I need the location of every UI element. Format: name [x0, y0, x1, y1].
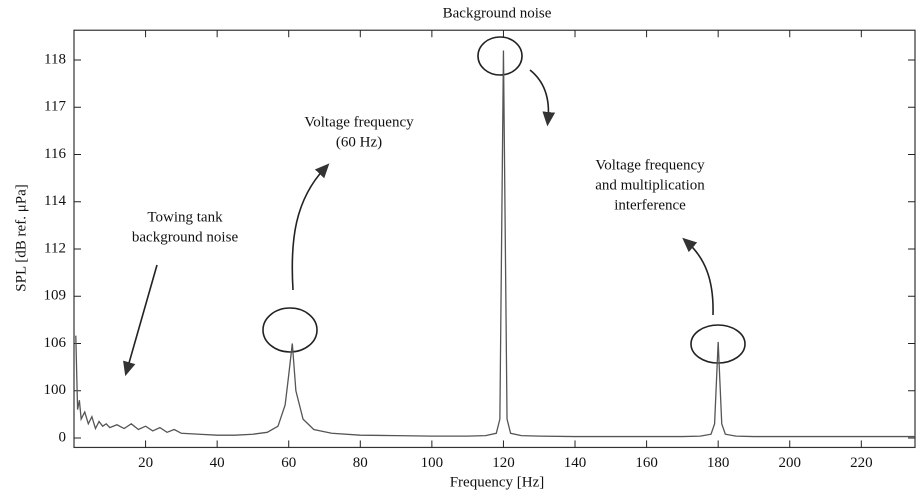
plot-frame — [73, 29, 916, 449]
y-tick-label: 112 — [44, 240, 66, 256]
annotation: Voltage frequency — [595, 157, 705, 173]
x-tick-label: 40 — [210, 455, 225, 471]
arrow — [291, 163, 330, 291]
annotation: (60 Hz) — [336, 134, 382, 150]
annotation: background noise — [132, 229, 239, 245]
y-tick-label: 118 — [44, 51, 66, 67]
x-tick-label: 200 — [778, 455, 801, 471]
x-tick-label: 120 — [492, 455, 515, 471]
ellipse — [690, 324, 746, 364]
y-tick-label: 116 — [44, 146, 66, 162]
annotation: interference — [614, 197, 686, 213]
y-tick-label: 117 — [44, 99, 66, 115]
x-tick-label: 180 — [707, 455, 730, 471]
annotation: Voltage frequency — [304, 114, 414, 130]
x-tick-label: 100 — [421, 455, 444, 471]
arrow — [529, 69, 556, 127]
x-tick-label: 60 — [281, 455, 296, 471]
arrow — [682, 237, 714, 316]
x-tick-label: 220 — [850, 455, 873, 471]
x-axis-label: Frequency [Hz] — [450, 474, 545, 490]
ellipse — [477, 36, 523, 76]
y-tick-label: 109 — [44, 288, 67, 304]
y-tick-label: 0 — [59, 429, 67, 445]
chart-title: Background noise — [443, 5, 552, 21]
y-tick-label: 106 — [44, 335, 67, 351]
annotation: Towing tank — [147, 209, 223, 225]
arrow — [123, 264, 158, 377]
ellipse — [262, 307, 318, 353]
annotation: and multiplication — [595, 177, 705, 193]
spectrum-line — [75, 50, 915, 438]
annotation-shapes — [123, 36, 746, 377]
x-tick-label: 80 — [353, 455, 368, 471]
y-tick-label: 100 — [44, 382, 67, 398]
x-tick-label: 140 — [564, 455, 587, 471]
y-axis-label: SPL [dB ref. μPa] — [13, 184, 29, 291]
y-tick-label: 114 — [44, 193, 66, 209]
x-tick-label: 160 — [635, 455, 658, 471]
x-tick-label: 20 — [138, 455, 153, 471]
